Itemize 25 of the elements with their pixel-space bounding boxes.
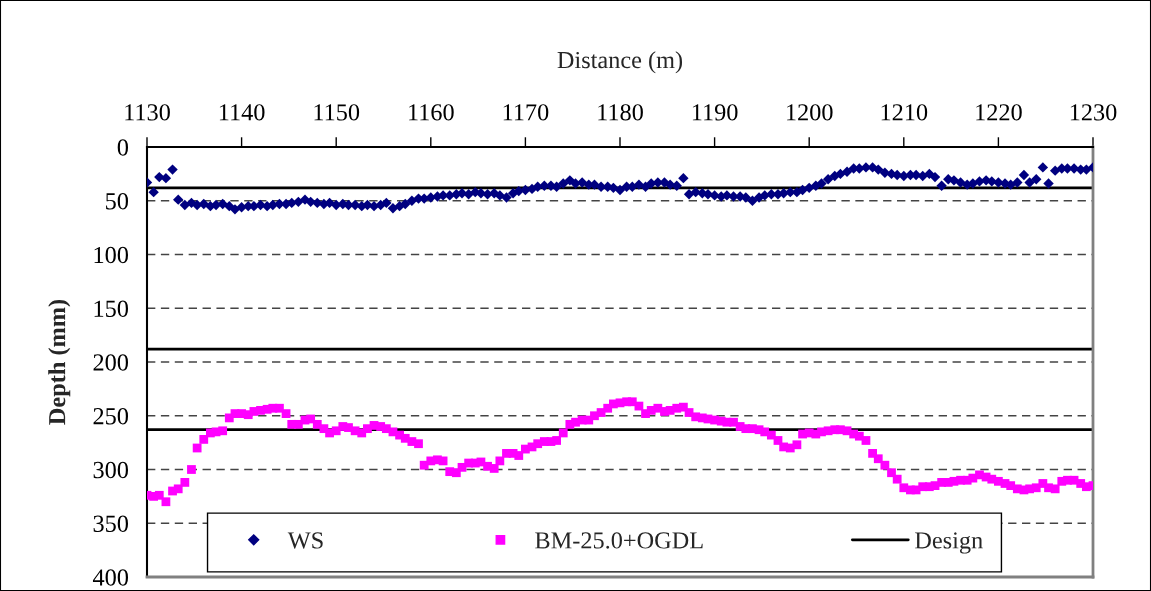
x-tick-label: 1140 — [219, 104, 265, 121]
x-tick-label: 1170 — [503, 104, 549, 121]
y-tick-label: 50 — [106, 193, 129, 210]
x-tick-label: 1180 — [598, 104, 643, 121]
x-tick-label: 1130 — [125, 104, 170, 121]
y-tick-label: 150 — [94, 300, 129, 317]
y-tick-label: 200 — [93, 354, 129, 371]
y-tick-label: 100 — [94, 246, 129, 264]
x-tick-label: 1160 — [409, 104, 454, 121]
y-tick-label: 250 — [93, 408, 129, 425]
x-tick-label: 1150 — [314, 104, 360, 121]
x-tick-label: 1200 — [787, 104, 833, 121]
x-tick-label: 1190 — [692, 104, 738, 121]
y-axis-title: Depth (mm) — [48, 299, 71, 425]
y-tick-label: 400 — [92, 569, 129, 586]
legend-label: WS — [287, 532, 323, 549]
y-tick-label: 350 — [93, 515, 129, 532]
legend-label: Design — [915, 532, 983, 554]
y-tick-label: 0 — [117, 139, 129, 156]
x-tick-label: 1220 — [976, 104, 1022, 121]
legend-label: BM-25.0+OGDL — [535, 532, 703, 549]
x-tick-label: 1210 — [881, 104, 928, 121]
x-tick-label: 1230 — [1070, 104, 1117, 121]
x-axis-title: Distance (m) — [557, 51, 683, 74]
y-tick-label: 300 — [93, 461, 129, 479]
